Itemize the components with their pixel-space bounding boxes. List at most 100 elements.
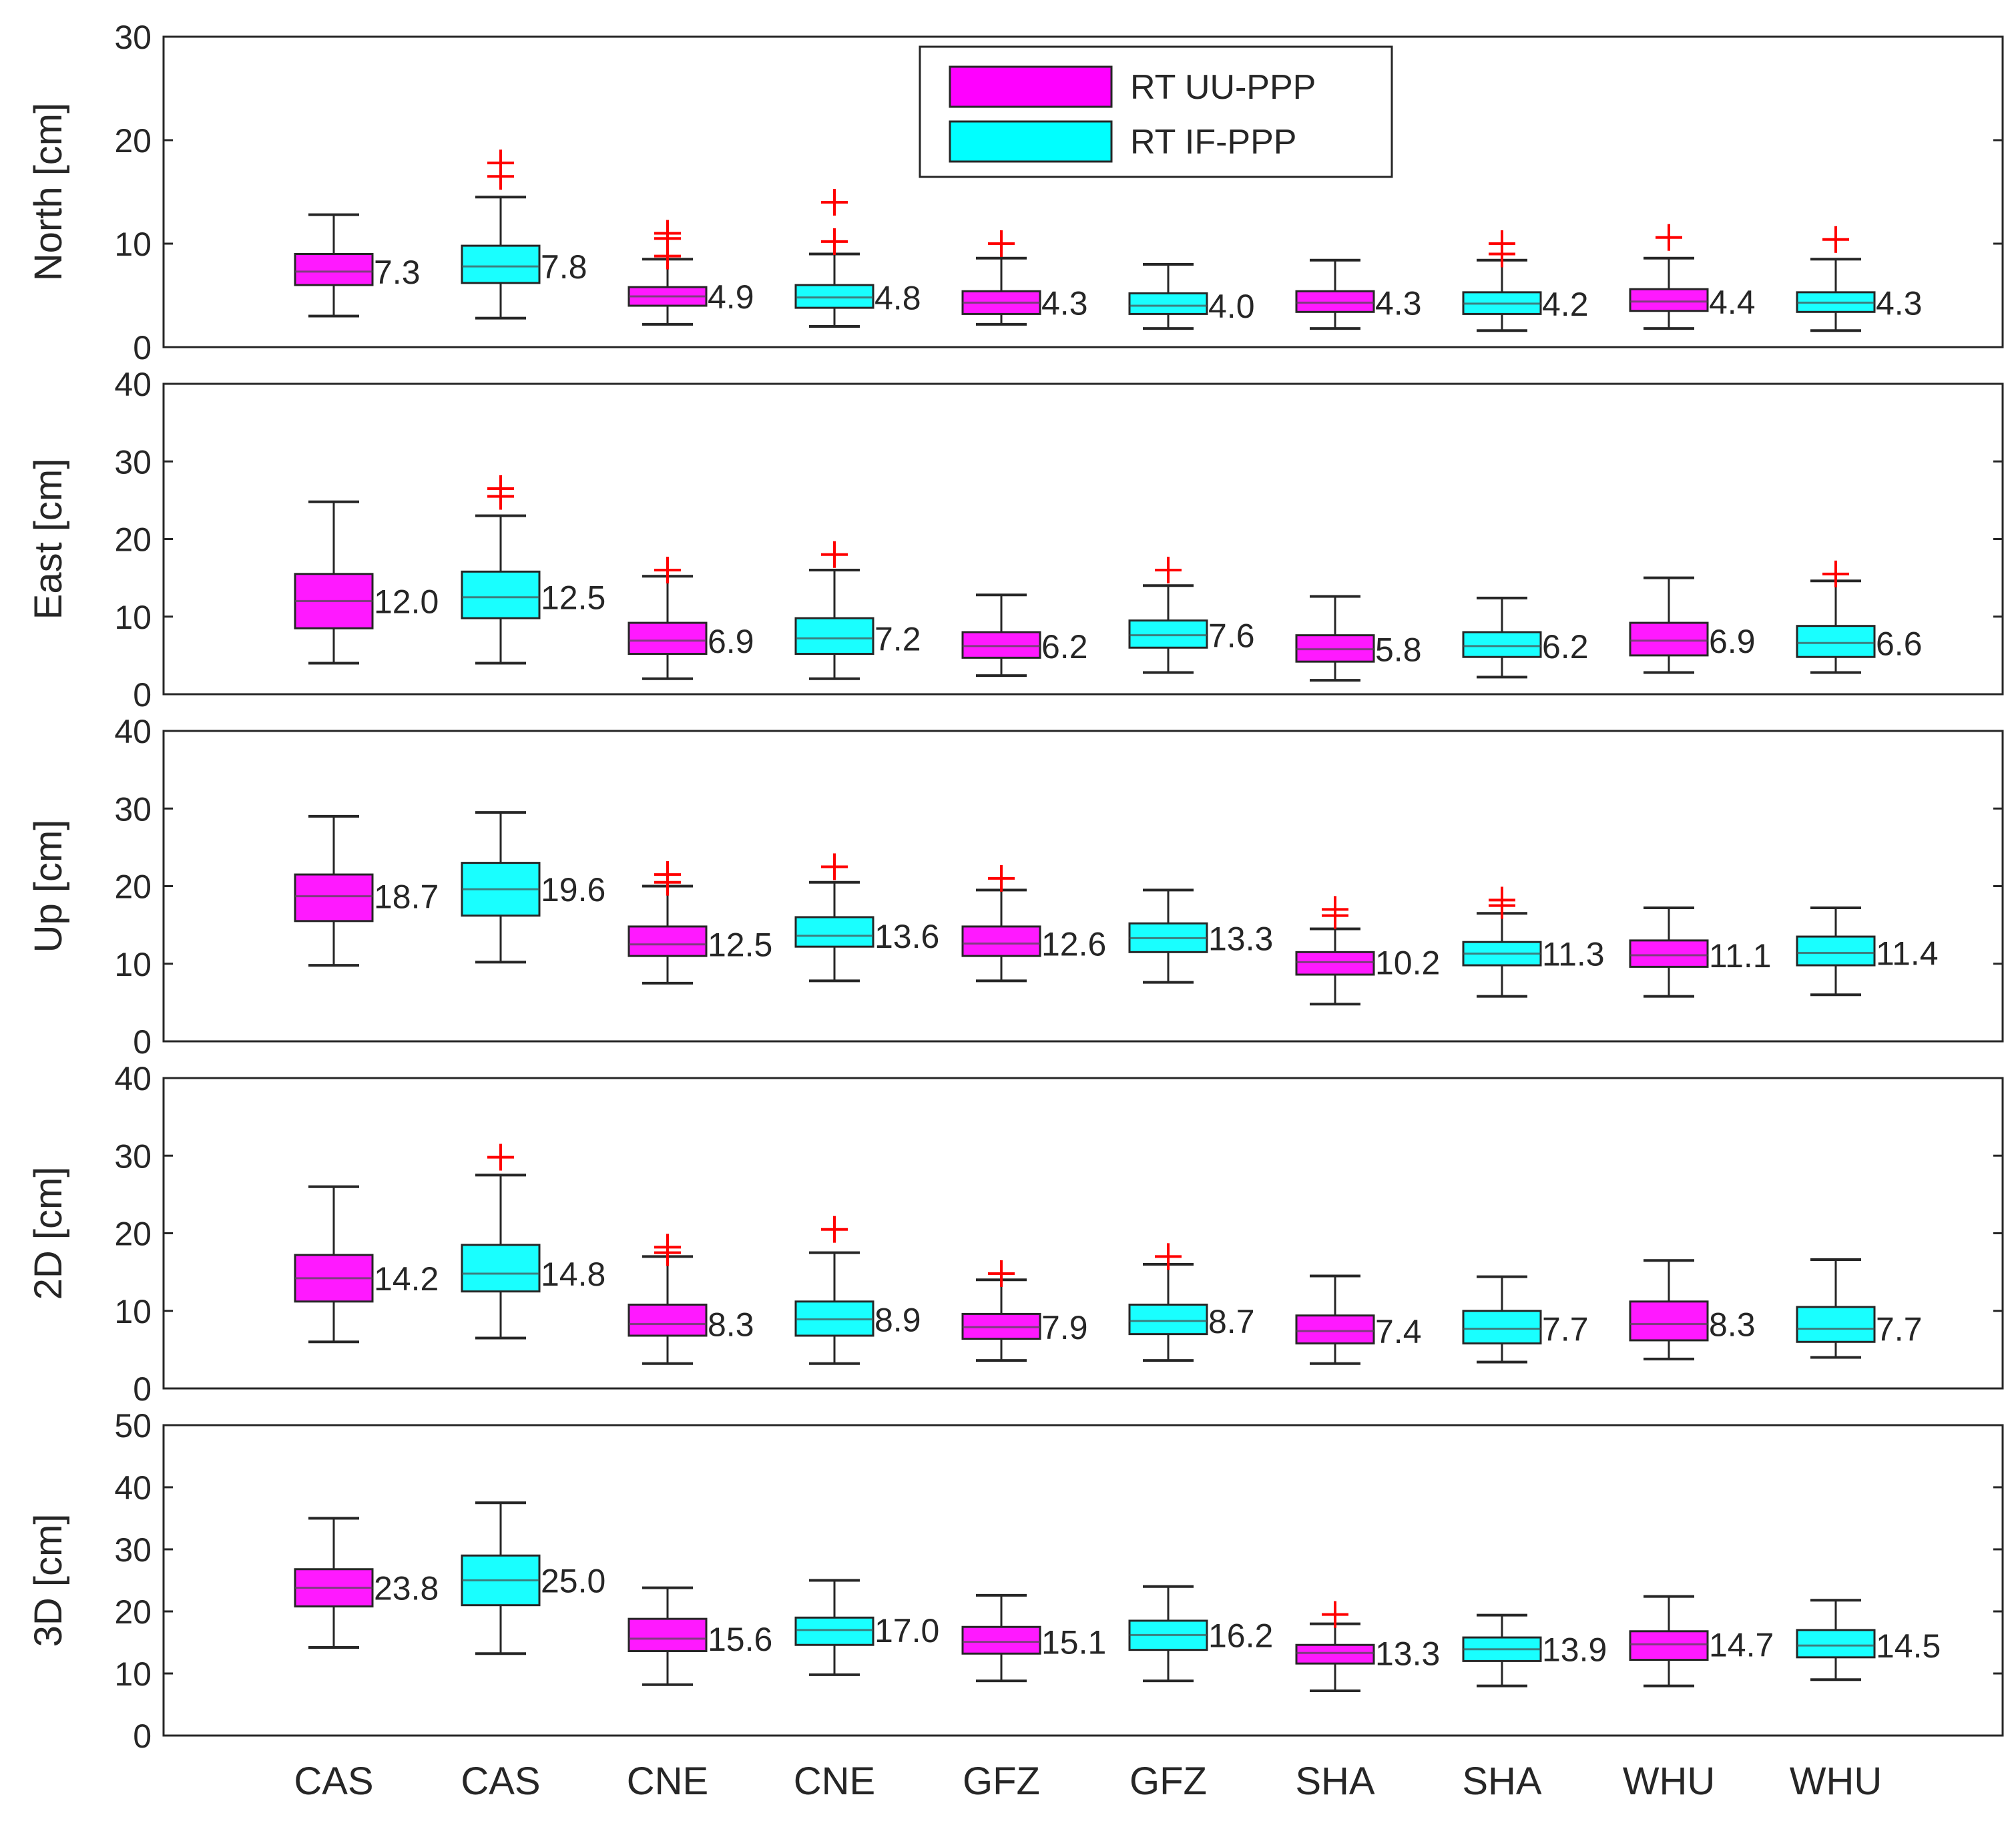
median-value-label: 19.6 <box>541 871 605 908</box>
box-iqr <box>1295 951 1375 976</box>
box-sha-uu: 13.3 <box>1295 1601 1440 1693</box>
box-iqr <box>1462 631 1542 658</box>
x-tick-label-sha: SHA <box>1462 1760 1542 1803</box>
median-value-label: 25.0 <box>541 1563 605 1600</box>
y-tick-label: 10 <box>114 1655 152 1693</box>
median-value-label: 15.1 <box>1041 1624 1106 1661</box>
median-value-label: 6.2 <box>1542 628 1589 666</box>
box-cne-if: 4.8 <box>794 189 921 328</box>
median-value-label: 23.8 <box>374 1570 439 1607</box>
outlier-marker <box>654 861 681 888</box>
y-tick-label: 40 <box>114 713 152 750</box>
y-tick-label: 30 <box>114 19 152 56</box>
outlier-marker <box>487 1143 514 1171</box>
box-gfz-uu: 7.9 <box>961 1260 1088 1362</box>
y-tick-label: 30 <box>114 1137 152 1175</box>
box-iqr <box>1629 939 1709 968</box>
median-value-label: 4.4 <box>1709 284 1756 321</box>
box-cne-if: 17.0 <box>794 1579 939 1676</box>
median-value-label: 11.4 <box>1876 935 1939 972</box>
box-iqr <box>961 925 1041 957</box>
outlier-marker <box>1322 1601 1348 1628</box>
x-tick-label-whu: WHU <box>1623 1760 1716 1803</box>
median-value-label: 4.2 <box>1542 286 1589 323</box>
box-cne-uu: 15.6 <box>627 1586 772 1686</box>
box-cas-if: 14.8 <box>461 1143 605 1340</box>
outlier-marker <box>821 541 848 568</box>
outlier-marker <box>821 1216 848 1243</box>
box-iqr <box>1128 292 1208 315</box>
outlier-marker <box>487 475 514 502</box>
box-iqr <box>1295 290 1375 313</box>
box-cas-if: 25.0 <box>461 1501 605 1655</box>
x-tick-label-cne: CNE <box>794 1760 875 1803</box>
outlier-marker <box>1822 226 1849 253</box>
box-iqr <box>1128 619 1208 649</box>
box-cne-if: 13.6 <box>794 853 939 983</box>
box-cas-uu: 12.0 <box>294 500 439 665</box>
median-value-label: 4.9 <box>708 278 754 316</box>
box-iqr <box>794 284 874 309</box>
y-axis-label-2d-cm: 2D [cm] <box>27 1167 70 1300</box>
outlier-marker <box>654 557 681 583</box>
box-iqr <box>1796 935 1876 967</box>
box-gfz-uu: 4.3 <box>961 230 1088 326</box>
median-value-label: 14.7 <box>1709 1626 1774 1663</box>
y-tick-label: 20 <box>114 122 152 160</box>
x-tick-label-cas: CAS <box>461 1760 540 1803</box>
y-tick-label: 30 <box>114 443 152 481</box>
box-iqr <box>627 1303 708 1337</box>
median-value-label: 11.1 <box>1709 937 1772 975</box>
y-tick-label: 20 <box>114 521 152 559</box>
x-tick-label-gfz: GFZ <box>1129 1760 1207 1803</box>
outlier-marker <box>988 1260 1015 1287</box>
box-cne-uu: 12.5 <box>627 861 772 985</box>
box-cas-uu: 14.2 <box>294 1185 439 1344</box>
box-iqr <box>961 1625 1041 1655</box>
box-iqr <box>461 244 541 284</box>
box-sha-uu: 7.4 <box>1295 1274 1422 1365</box>
median-value-label: 8.9 <box>874 1302 921 1339</box>
box-sha-if: 4.2 <box>1462 230 1589 332</box>
y-tick-label: 40 <box>114 366 152 403</box>
y-tick-label: 20 <box>114 868 152 906</box>
box-sha-uu: 10.2 <box>1295 896 1440 1006</box>
panel-east-cm: 0 10 20 30 40 East [cm] 12.0 12.5 6.9 7.2 6.2 7.6 5.… <box>27 366 2004 714</box>
median-value-label: 5.8 <box>1375 631 1422 669</box>
box-whu-if: 14.5 <box>1796 1599 1941 1681</box>
box-cas-uu: 7.3 <box>294 213 421 318</box>
box-iqr <box>794 1616 874 1646</box>
box-cas-if: 12.5 <box>461 475 605 665</box>
box-sha-uu: 4.3 <box>1295 258 1422 330</box>
median-value-label: 8.3 <box>1709 1306 1756 1344</box>
outlier-marker <box>821 853 848 880</box>
box-whu-uu: 11.1 <box>1629 906 1772 998</box>
outlier-marker <box>1155 1243 1182 1270</box>
median-value-label: 7.6 <box>1208 617 1255 655</box>
box-whu-if: 6.6 <box>1796 560 1923 674</box>
box-gfz-if: 8.7 <box>1128 1243 1255 1362</box>
median-value-label: 17.0 <box>874 1612 939 1649</box>
y-tick-label: 10 <box>114 226 152 263</box>
box-whu-if: 7.7 <box>1796 1258 1923 1359</box>
median-value-label: 12.5 <box>708 927 772 964</box>
box-iqr <box>1796 1306 1876 1343</box>
panels: 0 10 20 30 North [cm] 7.3 7.8 4.9 4.8 4.3 4.0 4.3 4.… <box>27 19 2004 1755</box>
median-value-label: 6.9 <box>708 623 754 660</box>
median-value-label: 15.6 <box>708 1621 772 1658</box>
outlier-marker <box>1489 230 1515 257</box>
median-value-label: 6.9 <box>1709 623 1756 660</box>
y-tick-label: 0 <box>133 676 152 714</box>
box-cas-uu: 23.8 <box>294 1517 439 1649</box>
median-value-label: 8.7 <box>1208 1303 1255 1340</box>
y-axis-label-3d-cm: 3D [cm] <box>27 1514 70 1647</box>
box-iqr <box>1796 625 1876 658</box>
box-iqr <box>1796 1629 1876 1659</box>
median-value-label: 4.3 <box>1041 284 1088 322</box>
box-iqr <box>627 621 708 656</box>
box-sha-if: 13.9 <box>1462 1613 1607 1687</box>
legend-label-rt-if-ppp: RT IF-PPP <box>1130 123 1296 162</box>
box-iqr <box>1128 1303 1208 1336</box>
median-value-label: 14.2 <box>374 1260 439 1298</box>
